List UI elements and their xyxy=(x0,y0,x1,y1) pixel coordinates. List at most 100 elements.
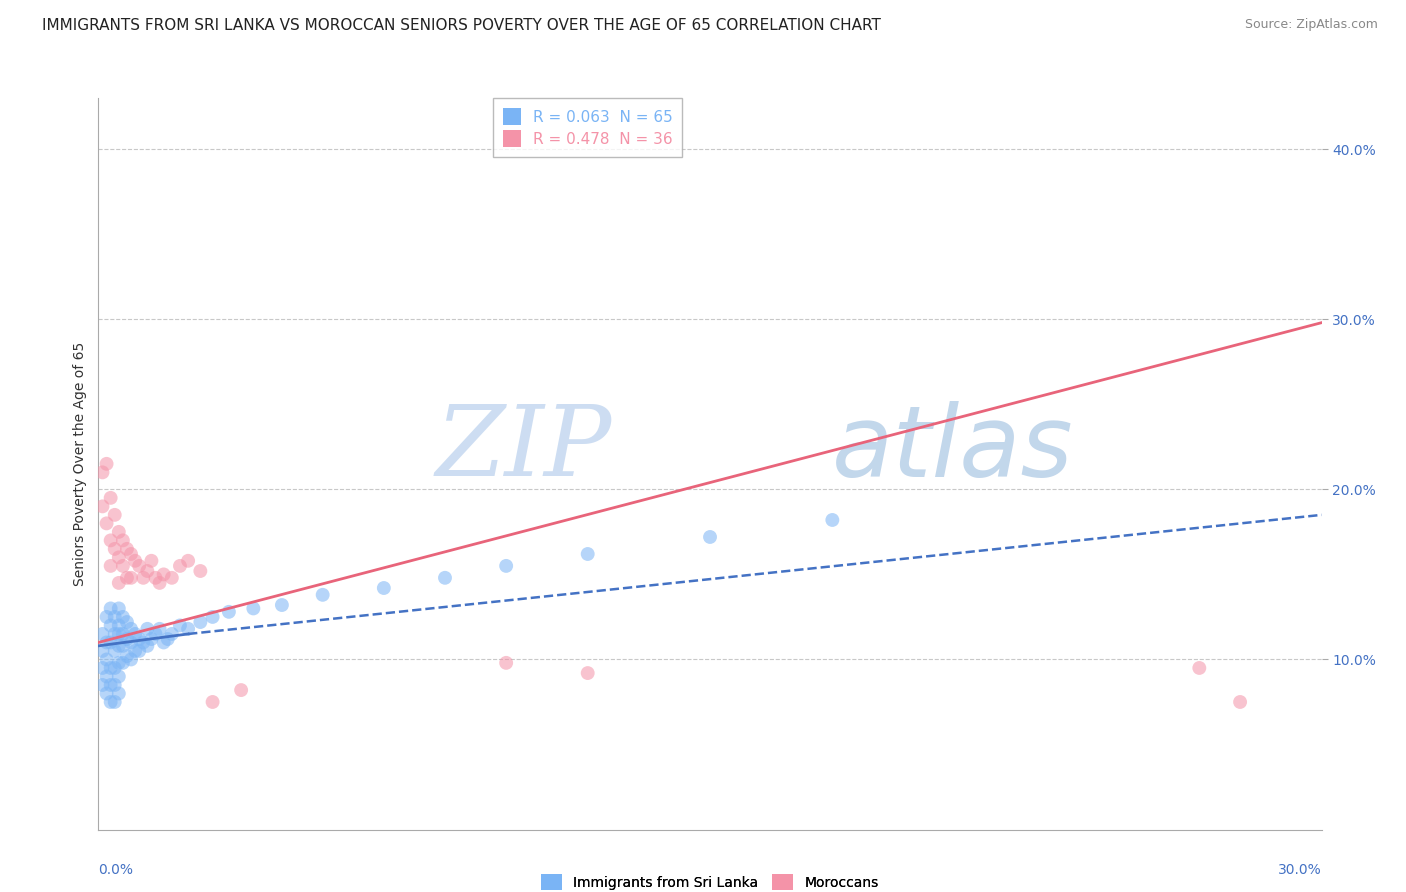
Text: 0.0%: 0.0% xyxy=(98,863,134,878)
Point xyxy=(100,618,122,632)
Point xyxy=(120,547,142,561)
Point xyxy=(108,656,131,670)
Point xyxy=(91,466,114,480)
Point xyxy=(152,635,174,649)
Point xyxy=(111,533,134,548)
Point xyxy=(152,567,174,582)
Point xyxy=(128,632,150,646)
Point xyxy=(96,669,118,683)
Point xyxy=(128,558,150,573)
Point xyxy=(104,661,127,675)
Point xyxy=(1188,661,1211,675)
Point xyxy=(100,558,122,573)
Point xyxy=(108,524,131,539)
Point xyxy=(104,610,127,624)
Point xyxy=(104,644,127,658)
Point xyxy=(270,598,294,612)
Point xyxy=(177,554,200,568)
Point xyxy=(115,615,138,629)
Point xyxy=(177,622,200,636)
Point xyxy=(115,571,138,585)
Point xyxy=(149,622,172,636)
Text: 30.0%: 30.0% xyxy=(1278,863,1322,878)
Y-axis label: Seniors Poverty Over the Age of 65: Seniors Poverty Over the Age of 65 xyxy=(73,342,87,586)
Point xyxy=(91,500,114,514)
Point xyxy=(231,683,253,698)
Point xyxy=(136,639,159,653)
Point xyxy=(188,615,212,629)
Point xyxy=(434,571,457,585)
Point xyxy=(91,627,114,641)
Point xyxy=(156,632,179,646)
Point xyxy=(141,554,163,568)
Point xyxy=(201,695,224,709)
Point xyxy=(100,601,122,615)
Point xyxy=(136,622,159,636)
Point xyxy=(120,652,142,666)
Point xyxy=(242,601,264,615)
Point xyxy=(111,627,134,641)
Point xyxy=(104,627,127,641)
Point xyxy=(91,661,114,675)
Point xyxy=(104,678,127,692)
Point xyxy=(108,550,131,565)
Point xyxy=(495,656,517,670)
Point xyxy=(104,508,127,522)
Legend: Immigrants from Sri Lanka, Moroccans: Immigrants from Sri Lanka, Moroccans xyxy=(536,869,884,892)
Point xyxy=(576,666,599,681)
Point xyxy=(124,627,146,641)
Point xyxy=(169,558,191,573)
Point xyxy=(100,491,122,505)
Point xyxy=(495,558,517,573)
Point xyxy=(111,639,134,653)
Point xyxy=(160,571,183,585)
Point xyxy=(132,635,155,649)
Point xyxy=(312,588,335,602)
Point xyxy=(115,632,138,646)
Point xyxy=(108,669,131,683)
Point xyxy=(96,516,118,531)
Point xyxy=(108,575,131,590)
Point xyxy=(120,571,142,585)
Point xyxy=(201,610,224,624)
Point xyxy=(128,644,150,658)
Point xyxy=(100,695,122,709)
Point xyxy=(120,635,142,649)
Point xyxy=(373,581,395,595)
Point xyxy=(218,605,240,619)
Point xyxy=(141,632,163,646)
Point xyxy=(124,644,146,658)
Point xyxy=(96,652,118,666)
Point xyxy=(108,686,131,700)
Point xyxy=(120,622,142,636)
Point xyxy=(188,564,212,578)
Point xyxy=(104,541,127,556)
Point xyxy=(111,610,134,624)
Point xyxy=(145,571,167,585)
Point xyxy=(169,618,191,632)
Point xyxy=(108,639,131,653)
Point xyxy=(96,610,118,624)
Point xyxy=(91,678,114,692)
Point xyxy=(100,661,122,675)
Point xyxy=(124,554,146,568)
Point xyxy=(96,686,118,700)
Point xyxy=(149,575,172,590)
Point xyxy=(160,627,183,641)
Point xyxy=(576,547,599,561)
Point xyxy=(100,678,122,692)
Point xyxy=(1229,695,1251,709)
Text: IMMIGRANTS FROM SRI LANKA VS MOROCCAN SENIORS POVERTY OVER THE AGE OF 65 CORRELA: IMMIGRANTS FROM SRI LANKA VS MOROCCAN SE… xyxy=(42,18,882,33)
Point xyxy=(115,648,138,663)
Point xyxy=(111,656,134,670)
Text: atlas: atlas xyxy=(832,401,1074,498)
Point xyxy=(108,618,131,632)
Point xyxy=(96,635,118,649)
Point xyxy=(104,695,127,709)
Point xyxy=(115,541,138,556)
Point xyxy=(96,457,118,471)
Point xyxy=(699,530,721,544)
Point xyxy=(136,564,159,578)
Point xyxy=(91,644,114,658)
Point xyxy=(132,571,155,585)
